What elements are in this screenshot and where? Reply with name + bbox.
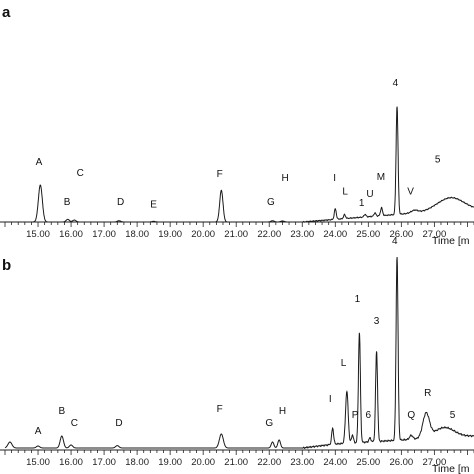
panel-b-peak-label-B: B	[58, 406, 65, 417]
panel-b-x-tick-label: 17.00	[92, 457, 116, 468]
panel-a-x-tick-label: 15.00	[26, 229, 50, 240]
panel-a-peak-label-E: E	[150, 199, 157, 210]
panel-a-x-tick-label: 23.00	[290, 229, 314, 240]
panel-a-x-tick-label: 25.00	[356, 229, 380, 240]
panel-a-plot-area: 15.00 16.00 17.00 18.00 19.00 20.00 21.00 22.00…	[0, 78, 474, 240]
panel-b-peak-label-H: H	[279, 406, 286, 417]
panel-a-label: a	[2, 4, 11, 21]
panel-b-peak-label-6: 6	[366, 410, 372, 421]
panel-b-peak-label-F: F	[217, 404, 223, 415]
panel-b-plot-area: 15.00 16.00 17.00 18.00 19.00 20.00 21.00 22.00…	[0, 236, 474, 468]
chromatogram-panel-b: b 15.00 16.00 17.00 18.00 19.00 20.00 21.00 22.…	[0, 236, 474, 474]
panel-b-x-tick-label: 18.00	[125, 457, 149, 468]
panel-b-x-axis-title: Time [m	[432, 463, 470, 474]
panel-b-peak-label-Q: Q	[407, 410, 415, 421]
panel-b-x-tick-label: 25.00	[356, 457, 380, 468]
panel-a-peak-label-V: V	[407, 186, 414, 197]
panel-a-peak-label-D: D	[117, 197, 124, 208]
panel-a-x-tick-label: 27.00	[422, 229, 446, 240]
panel-a-x-tick-label: 21.00	[224, 229, 248, 240]
panel-a-x-axis-title: Time [m	[432, 235, 470, 247]
panel-a-x-tick-label: 18.00	[125, 229, 149, 240]
panel-b-x-tick-label: 27.00	[422, 457, 446, 468]
panel-b-peak-label-G: G	[265, 418, 273, 429]
panel-b-x-tick-label: 15.00	[26, 457, 50, 468]
panel-a-peak-label-B: B	[64, 197, 71, 208]
panel-b-peak-label-L: L	[341, 358, 347, 369]
panel-a-x-tick-label: 19.00	[158, 229, 182, 240]
panel-b-peak-label-1: 1	[355, 294, 361, 305]
panel-b-peak-label-P: P	[352, 410, 359, 421]
panel-a-x-tick-label: 16.00	[59, 229, 83, 240]
panel-b-peak-label-I: I	[329, 394, 332, 405]
panel-a-peak-label-1: 1	[359, 198, 365, 209]
panel-b-label: b	[2, 257, 11, 274]
panel-b-peak-label-4: 4	[392, 236, 398, 247]
panel-a-peak-label-C: C	[77, 168, 84, 179]
panel-a-x-tick-label: 24.00	[323, 229, 347, 240]
panel-a-peak-label-M: M	[377, 172, 385, 183]
panel-b-x-tick-label: 23.00	[290, 457, 314, 468]
panel-a-peak-label-H: H	[281, 173, 288, 184]
panel-b-x-tick-label: 22.00	[257, 457, 281, 468]
panel-b-peak-label-C: C	[71, 418, 78, 429]
panel-a-x-tick-label: 22.00	[257, 229, 281, 240]
panel-b-peak-label-3: 3	[374, 316, 380, 327]
panel-a-chromatogram-trace	[5, 106, 474, 223]
panel-a-peak-label-A: A	[36, 157, 43, 168]
panel-a-peak-label-4: 4	[393, 78, 399, 89]
panel-b-peak-label-R: R	[424, 388, 431, 399]
panel-b-peak-label-D: D	[115, 418, 122, 429]
panel-b-peak-label-5: 5	[450, 410, 456, 421]
panel-b-x-tick-label: 24.00	[323, 457, 347, 468]
panel-a-peak-label-5: 5	[435, 155, 441, 166]
panel-a-peak-label-G: G	[267, 197, 275, 208]
panel-b-x-tick-label: 20.00	[191, 457, 215, 468]
panel-b-x-tick-label: 21.00	[224, 457, 248, 468]
panel-b-chromatogram-trace	[4, 256, 474, 450]
panel-a-peak-label-I: I	[333, 173, 336, 184]
panel-a-x-tick-label: 17.00	[92, 229, 116, 240]
panel-a-peak-label-L: L	[342, 186, 348, 197]
panel-a-x-tick-label: 26.00	[389, 229, 413, 240]
panel-b-peak-label-A: A	[35, 426, 42, 437]
panel-b-x-tick-label: 16.00	[59, 457, 83, 468]
panel-b-x-tick-label: 26.00	[389, 457, 413, 468]
chromatogram-panel-a: a 15.00 16.00 17.00 18.00 19.00 20.00 21.00 22.…	[0, 4, 474, 247]
panel-a-x-tick-label: 20.00	[191, 229, 215, 240]
panel-a-peak-label-F: F	[217, 169, 223, 180]
panel-a-peak-label-U: U	[366, 189, 373, 200]
panel-b-x-tick-label: 19.00	[158, 457, 182, 468]
